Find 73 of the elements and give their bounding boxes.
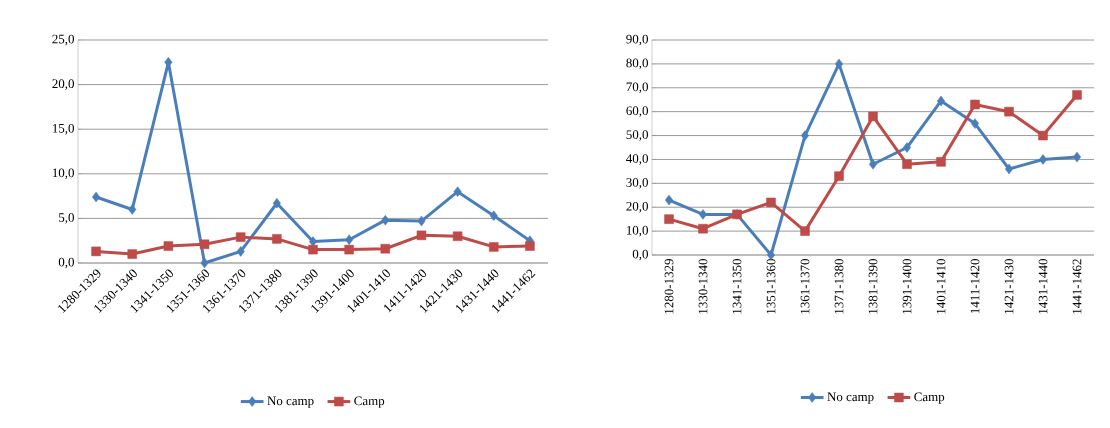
- point: [766, 197, 776, 208]
- point: [902, 159, 912, 169]
- y-tick-label: 25,0: [52, 34, 74, 46]
- point: [1004, 106, 1014, 117]
- point: [199, 239, 210, 249]
- legend-label: Camp: [914, 392, 945, 404]
- y-tick-label: 0,0: [58, 257, 74, 269]
- legend-label: No camp: [827, 392, 874, 404]
- x-tick-label: 1341-1350: [732, 259, 742, 314]
- point: [1072, 90, 1082, 100]
- legend-label: No camp: [267, 396, 314, 408]
- y-tick-label: 20,0: [626, 201, 648, 213]
- x-tick-label: 1381-1390: [868, 259, 878, 314]
- y-tick-label: 10,0: [52, 168, 74, 180]
- point: [525, 241, 535, 251]
- point: [345, 234, 354, 246]
- point: [664, 214, 674, 224]
- point: [452, 231, 463, 241]
- point: [272, 234, 282, 244]
- point: [1039, 154, 1047, 165]
- x-tick-label: 1330-1340: [698, 259, 708, 314]
- y-tick-label: 40,0: [626, 154, 648, 165]
- point: [868, 111, 878, 122]
- point: [92, 191, 101, 203]
- point: [200, 257, 209, 269]
- point: [453, 186, 462, 197]
- x-tick-label: 1441-1462: [1072, 259, 1082, 314]
- x-tick-label: 1431-1440: [1038, 259, 1048, 314]
- y-tick-label: 70,0: [626, 82, 648, 94]
- point: [489, 210, 498, 221]
- y-tick-label: 15,0: [52, 123, 74, 135]
- point: [308, 244, 318, 255]
- point: [417, 215, 426, 227]
- y-tick-label: 60,0: [626, 106, 648, 117]
- x-tick-label: 1280-1329: [664, 259, 674, 314]
- y-tick-label: 0,0: [632, 249, 648, 261]
- point: [698, 223, 708, 234]
- x-tick-label: 1361-1370: [800, 259, 810, 314]
- point: [801, 130, 809, 141]
- point: [834, 171, 844, 181]
- x-tick-label: 1371-1380: [834, 259, 844, 314]
- point: [380, 243, 391, 254]
- point: [163, 241, 174, 251]
- point: [903, 142, 911, 153]
- point: [489, 242, 499, 252]
- point: [416, 230, 427, 241]
- y-tick-label: 30,0: [626, 178, 648, 189]
- y-tick-label: 5,0: [59, 213, 74, 224]
- point: [936, 157, 946, 167]
- point: [128, 204, 137, 215]
- point: [236, 246, 245, 257]
- point: [1038, 130, 1048, 141]
- point: [970, 99, 980, 110]
- point: [91, 246, 101, 257]
- point: [971, 118, 979, 129]
- x-tick-label: 1411-1420: [970, 259, 980, 314]
- legend-label: Camp: [354, 396, 385, 408]
- y-tick-label: 90,0: [626, 34, 648, 46]
- y-tick-label: 80,0: [626, 58, 648, 70]
- y-tick-label: 20,0: [52, 79, 74, 90]
- y-tick-label: 10,0: [626, 225, 648, 237]
- y-tick-label: 50,0: [626, 130, 648, 141]
- point: [699, 209, 707, 220]
- point: [344, 244, 354, 255]
- x-tick-label: 1351-1360: [766, 259, 776, 314]
- x-tick-label: 1421-1430: [1004, 259, 1014, 314]
- x-tick-label: 1391-1400: [902, 259, 912, 314]
- point: [235, 232, 246, 242]
- point: [127, 249, 137, 259]
- point: [381, 214, 390, 226]
- x-tick-label: 1401-1410: [936, 259, 946, 314]
- point: [272, 198, 281, 209]
- point: [800, 226, 810, 236]
